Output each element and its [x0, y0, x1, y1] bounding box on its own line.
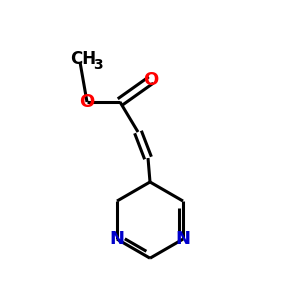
Text: N: N [176, 230, 190, 248]
Text: CH: CH [70, 50, 96, 68]
Text: N: N [110, 230, 124, 248]
Text: O: O [143, 71, 159, 89]
Text: O: O [80, 93, 94, 111]
Text: 3: 3 [93, 58, 103, 72]
